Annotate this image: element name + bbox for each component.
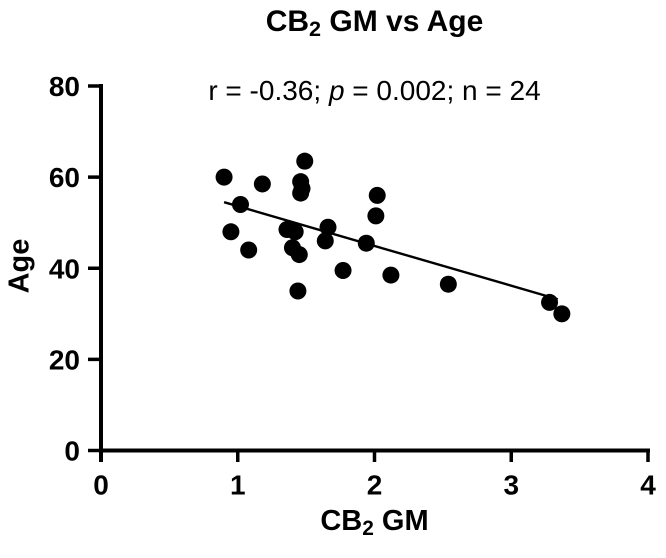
data-point (222, 223, 240, 241)
data-point (541, 293, 559, 311)
data-point (231, 195, 249, 213)
y-tick-label: 40 (49, 253, 80, 284)
correlation-annotation: r = -0.36; p = 0.002; n = 24 (101, 75, 648, 107)
chart-title-post: GM vs Age (321, 5, 484, 38)
chart-title: CB2 GM vs Age (101, 5, 648, 41)
data-point (334, 262, 352, 280)
trend-line (223, 201, 559, 301)
x-tick-label: 1 (230, 470, 246, 501)
y-tick-label: 60 (49, 162, 80, 193)
chart-title-pre: CB (265, 5, 310, 38)
data-point (296, 152, 314, 170)
data-point (292, 184, 310, 202)
data-point (368, 186, 386, 204)
x-axis-label-post: GM (373, 505, 429, 537)
data-point (215, 168, 233, 186)
annotation-r-part: r = -0.36; (208, 75, 329, 106)
data-point (439, 275, 457, 293)
data-point (319, 218, 337, 236)
data-point (290, 246, 308, 264)
chart-title-subscript: 2 (309, 15, 322, 41)
data-point (240, 241, 258, 259)
y-tick-label: 80 (49, 71, 80, 102)
x-axis-label: CB2 GM (101, 505, 648, 540)
data-point (357, 234, 375, 252)
x-tick-label: 0 (93, 470, 109, 501)
data-point (289, 282, 307, 300)
x-tick-label: 3 (503, 470, 519, 501)
x-tick-label: 4 (640, 470, 656, 501)
data-point (382, 266, 400, 284)
x-tick-label: 2 (367, 470, 383, 501)
data-point (286, 223, 304, 241)
y-tick-label: 20 (49, 344, 80, 375)
data-point (253, 175, 271, 193)
data-point (553, 305, 571, 323)
x-axis-label-pre: CB (320, 505, 363, 537)
annotation-p-symbol: p (328, 75, 345, 106)
data-point (316, 232, 334, 250)
annotation-p-value-part: = 0.002; n = 24 (344, 75, 541, 106)
y-tick-label: 0 (64, 436, 80, 467)
x-axis-label-subscript: 2 (362, 516, 374, 540)
data-point (367, 207, 385, 225)
